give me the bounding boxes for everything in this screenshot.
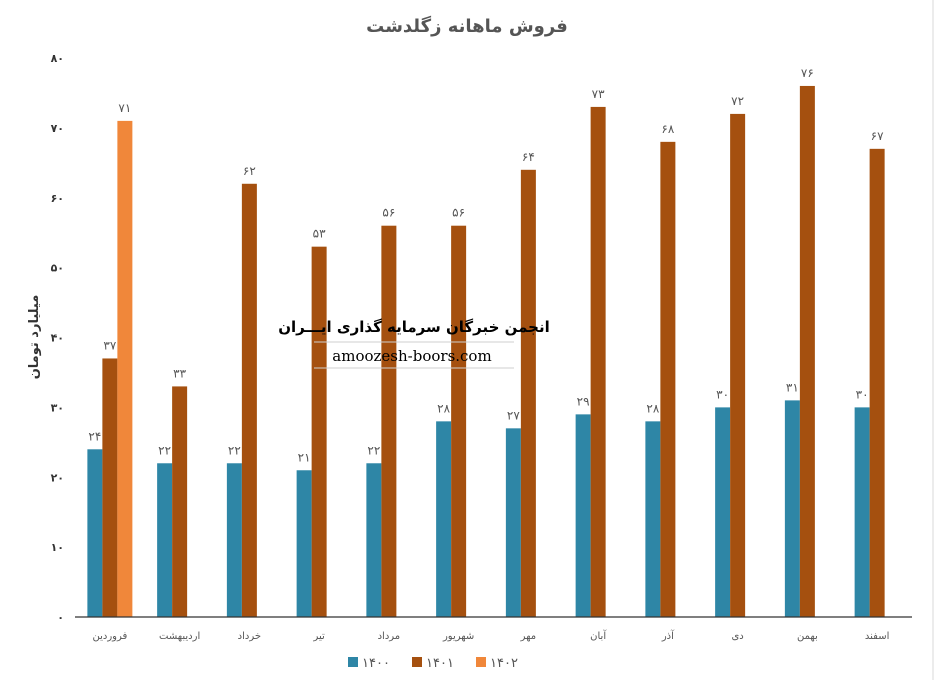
x-tick-label: آذر	[661, 629, 675, 642]
x-tick-label: خرداد	[238, 631, 261, 642]
bar	[730, 113, 746, 618]
bar	[102, 358, 118, 617]
y-tick-label: ۴۰	[51, 332, 64, 345]
bar	[869, 148, 885, 617]
data-label: ۲۴	[88, 429, 101, 443]
legend-swatch	[348, 657, 358, 667]
bars-group	[87, 85, 885, 618]
bar	[87, 449, 103, 617]
bar	[296, 470, 312, 617]
bar	[645, 421, 661, 617]
data-label: ۲۸	[646, 401, 659, 415]
bar	[381, 225, 397, 617]
x-tick-label: فروردین	[92, 631, 127, 642]
bar	[854, 407, 870, 617]
data-label: ۳۳	[173, 366, 186, 380]
data-label: ۵۳	[313, 227, 326, 241]
y-tick-label: ۵۰	[51, 262, 64, 275]
y-tick-label: ۷۰	[51, 122, 64, 135]
legend-label: ۱۴۰۲	[490, 656, 518, 671]
y-tick-label: ۱۰	[51, 541, 64, 554]
x-tick-label: دی	[731, 631, 743, 642]
bar	[226, 463, 242, 617]
data-label: ۳۰	[856, 387, 869, 401]
data-label: ۶۸	[661, 122, 674, 136]
x-axis-ticks: فروردین اردیبهشت خرداد تیر مرداد شهریور مهر آبا…	[92, 629, 889, 642]
data-label: ۲۹	[577, 394, 590, 408]
bar	[784, 400, 800, 617]
data-label: ۲۲	[158, 443, 171, 457]
legend: ۱۴۰۰ ۱۴۰۱ ۱۴۰۲	[348, 656, 518, 671]
watermark-title: انجمن خبرگان سرمایه گذاری ایـــران	[278, 318, 550, 336]
y-tick-label: ۰	[57, 611, 64, 624]
bar	[436, 421, 452, 617]
x-tick-label: بهمن	[797, 631, 818, 642]
y-tick-label: ۸۰	[51, 52, 64, 65]
bar	[157, 463, 173, 617]
x-tick-label: شهریور	[442, 631, 474, 642]
data-label: ۵۶	[382, 206, 395, 220]
data-label: ۶۴	[522, 150, 535, 164]
y-tick-label: ۶۰	[51, 192, 64, 205]
data-label: ۷۲	[731, 94, 744, 108]
watermark-url: amoozesh-boors.com	[332, 347, 491, 365]
data-label: ۳۷	[103, 338, 116, 352]
legend-label: ۱۴۰۰	[362, 656, 390, 671]
bar	[590, 106, 606, 617]
data-label: ۲۷	[507, 408, 520, 422]
data-label: ۶۷	[871, 129, 884, 143]
y-tick-label: ۲۰	[51, 471, 64, 484]
data-label: ۵۶	[452, 206, 465, 220]
bar	[366, 463, 382, 617]
bar	[311, 246, 327, 617]
data-label: ۷۱	[118, 101, 131, 115]
y-axis-title: میلیارد تومان	[27, 295, 42, 380]
bar	[715, 407, 731, 617]
data-label: ۲۲	[228, 443, 241, 457]
bar	[799, 85, 815, 617]
x-tick-label: مهر	[520, 631, 536, 642]
legend-swatch	[412, 657, 422, 667]
data-label: ۳۱	[786, 380, 799, 394]
x-tick-label: اردیبهشت	[159, 631, 200, 642]
bar	[451, 225, 467, 617]
watermark: انجمن خبرگان سرمایه گذاری ایـــران amooz…	[278, 318, 550, 369]
legend-label: ۱۴۰۱	[426, 656, 454, 671]
data-label: ۲۱	[298, 450, 311, 464]
data-label: ۳۰	[716, 387, 729, 401]
bar	[172, 386, 188, 617]
chart-title: فروش ماهانه زگلدشت	[366, 15, 568, 37]
data-labels-group: ۲۴ ۳۷ ۷۱ ۲۲ ۳۳ ۲۲ ۶۲ ۲۱ ۵۳ ۲۲ ۵۶ ۲۸ ۵۶ ۲۷ ۶۴ ۲۹ ۷۳ ۲۸ ۶۸ ۳۰…	[88, 66, 884, 464]
y-axis-ticks: ۰ ۱۰ ۲۰ ۳۰ ۴۰ ۵۰ ۶۰ ۷۰ ۸۰	[51, 52, 64, 624]
legend-swatch	[476, 657, 486, 667]
x-tick-label: مرداد	[378, 631, 401, 642]
x-tick-label: اسفند	[865, 631, 889, 642]
x-tick-label: تیر	[312, 631, 325, 642]
data-label: ۷۶	[801, 66, 814, 80]
data-label: ۲۲	[367, 443, 380, 457]
bar	[505, 428, 521, 617]
data-label: ۲۸	[437, 401, 450, 415]
x-tick-label: آبان	[590, 629, 607, 642]
y-tick-label: ۳۰	[51, 401, 64, 414]
bar	[575, 414, 591, 617]
bar	[520, 169, 536, 618]
data-label: ۷۳	[592, 87, 605, 101]
data-label: ۶۲	[243, 164, 256, 178]
bar	[241, 183, 257, 617]
bar	[117, 120, 133, 617]
bar	[660, 141, 676, 617]
